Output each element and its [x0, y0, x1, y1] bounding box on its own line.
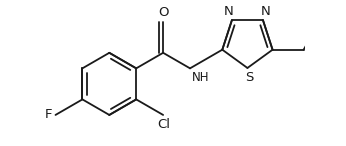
Text: NH: NH	[192, 71, 210, 84]
Text: N: N	[224, 5, 234, 18]
Text: N: N	[261, 5, 271, 18]
Text: O: O	[158, 6, 169, 19]
Text: S: S	[245, 71, 253, 84]
Text: Cl: Cl	[157, 118, 170, 131]
Text: F: F	[45, 108, 52, 121]
